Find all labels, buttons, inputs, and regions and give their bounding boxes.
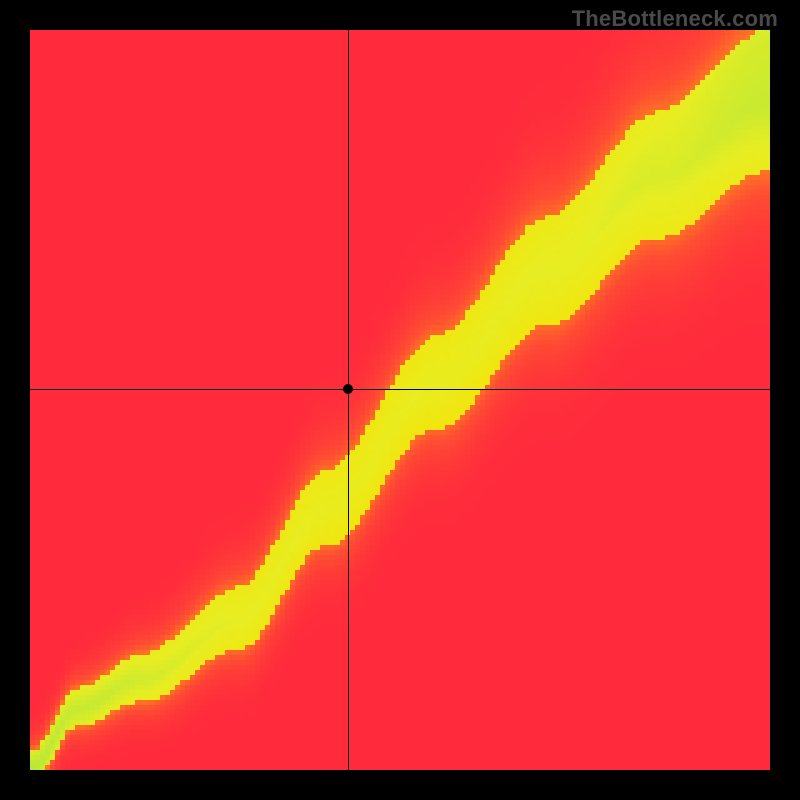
plot-area <box>30 30 770 770</box>
crosshair-vertical <box>348 30 349 770</box>
watermark-label: TheBottleneck.com <box>572 6 778 32</box>
heatmap-canvas <box>30 30 770 770</box>
crosshair-marker <box>343 384 353 394</box>
chart-container: TheBottleneck.com <box>0 0 800 800</box>
crosshair-horizontal <box>30 389 770 390</box>
